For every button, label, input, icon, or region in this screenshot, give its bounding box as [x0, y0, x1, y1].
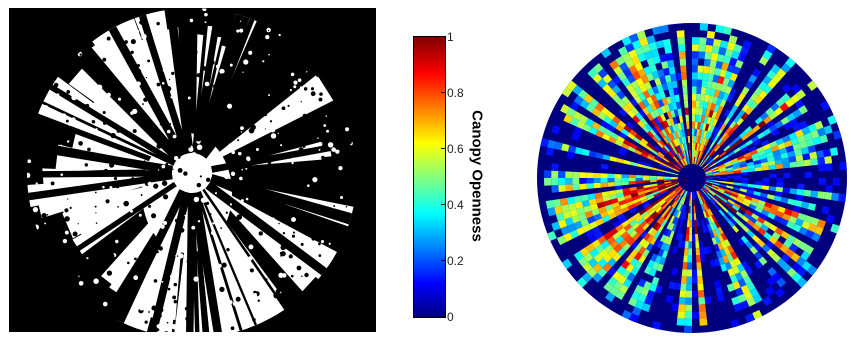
colorbar-label: Canopy Openness — [468, 110, 486, 242]
colorbar-tick-0-8: 0.8 — [447, 86, 464, 100]
colorbar-tick-1: 1 — [447, 30, 454, 44]
polar-map-drawing — [537, 23, 847, 333]
binary-fisheye-canopy-image — [9, 8, 376, 338]
colorbar-tick-0-2: 0.2 — [447, 254, 464, 268]
colorbar-tick-0-6: 0.6 — [447, 142, 464, 156]
colorbar-gradient — [414, 37, 445, 317]
colorbar — [413, 36, 446, 318]
colorbar-tick-0-4: 0.4 — [447, 198, 464, 212]
colorbar-tick-0: 0 — [447, 310, 454, 324]
canopy-openness-polar-map — [536, 22, 848, 334]
fisheye-canopy-drawing — [27, 8, 357, 338]
